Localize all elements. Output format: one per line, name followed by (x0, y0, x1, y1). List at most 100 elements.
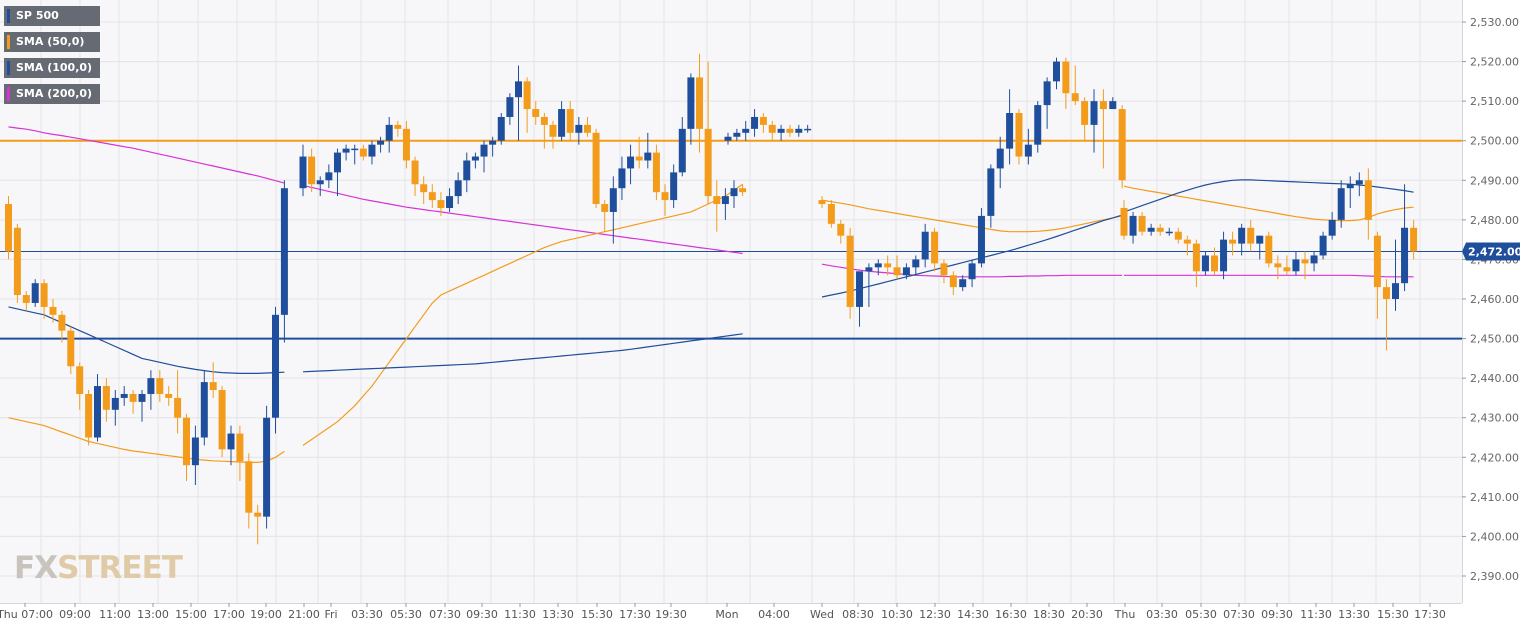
candle-body (1274, 263, 1282, 268)
candle (272, 306, 279, 434)
candle-body (316, 180, 324, 185)
logo-part: STREET (57, 550, 183, 586)
candle (786, 124, 794, 137)
x-tick-label: 15:00 (175, 608, 207, 621)
candle (921, 223, 929, 268)
candle-body (1006, 113, 1014, 149)
candle-body (165, 393, 173, 398)
candle (102, 378, 110, 422)
candle-body (1355, 180, 1363, 185)
candle-body (959, 279, 967, 288)
candle (1071, 65, 1079, 106)
candle (1265, 231, 1273, 268)
candle (795, 124, 803, 137)
legend-item-sp500[interactable]: SP 500 (4, 6, 101, 26)
candle (1165, 227, 1173, 236)
candle (940, 259, 948, 284)
candle-body (696, 77, 704, 129)
candle-body (1265, 235, 1273, 264)
candle (1337, 180, 1345, 228)
x-tick-label: 17:30 (1414, 608, 1446, 621)
candle-body (1192, 243, 1200, 272)
candle-body (1220, 239, 1228, 272)
x-tick-label: 16:30 (995, 608, 1027, 621)
candle (931, 227, 939, 272)
candle (837, 219, 845, 244)
candle (1382, 279, 1390, 351)
candle-body (280, 188, 288, 315)
candle-body (1211, 255, 1218, 272)
candle (583, 116, 591, 137)
candle-body (1118, 109, 1126, 181)
candle (377, 136, 385, 153)
candle-body (1328, 219, 1336, 236)
candle (31, 279, 39, 307)
candle-body (987, 168, 995, 216)
candle-body (308, 156, 316, 185)
sma50-path (821, 199, 1123, 233)
candle-body (627, 156, 635, 169)
candle-body (218, 390, 226, 450)
x-tick-label: 17:30 (619, 608, 651, 621)
candle-body (724, 136, 732, 141)
candle-body (1201, 255, 1209, 272)
candle (120, 386, 128, 406)
candle-body (22, 295, 30, 303)
x-tick-label: 19:30 (655, 608, 687, 621)
candle (704, 61, 712, 205)
candle (549, 120, 557, 149)
candle-body (644, 152, 652, 161)
candle (174, 370, 182, 434)
legend-item-sma200[interactable]: SMA (200,0) (4, 84, 101, 104)
candle (987, 164, 995, 228)
candle-body (940, 263, 948, 276)
candle-body (489, 140, 497, 145)
grid-lines (0, 0, 1462, 603)
candle-body (1401, 227, 1409, 284)
candle-body (566, 109, 574, 133)
candle-body (1183, 239, 1191, 244)
candle (1292, 251, 1300, 276)
candle-body (931, 231, 939, 264)
x-axis: Thu 07:00 09:00 11:00 13:00 15:00 17:00 19:00 2… (0, 603, 1462, 621)
sma200-path (8, 126, 285, 184)
candle (402, 120, 410, 169)
candle-body (818, 200, 826, 205)
candle-body (1229, 239, 1237, 244)
candle (411, 156, 419, 197)
candle-body (1301, 259, 1309, 264)
candle-body (394, 124, 402, 129)
candle (58, 310, 66, 343)
candle-body (1024, 144, 1032, 157)
candle-body (912, 259, 920, 268)
candle (670, 164, 678, 208)
y-tick-label: 2,480.00 (1470, 214, 1519, 227)
candle-body (1337, 188, 1345, 220)
legend-swatch (7, 87, 10, 101)
candle-body (846, 235, 854, 307)
legend-item-sma50[interactable]: SMA (50,0) (4, 32, 101, 52)
candle (1392, 239, 1399, 311)
candle-body (678, 128, 686, 173)
x-tick-label: 18:30 (1033, 608, 1065, 621)
candle (1090, 89, 1098, 153)
candle-body (704, 128, 712, 197)
candle (1118, 105, 1126, 189)
candle-body (1015, 113, 1023, 157)
candle-body (540, 116, 548, 125)
candle (804, 124, 812, 133)
candle-body (1043, 81, 1051, 106)
candle-body (661, 192, 669, 201)
candle (245, 453, 253, 529)
y-tick-label: 2,490.00 (1470, 174, 1519, 187)
candle-body (411, 160, 419, 185)
candle-body (1034, 105, 1042, 145)
candle (428, 184, 436, 208)
candle (1410, 219, 1418, 260)
candle-body (1410, 227, 1418, 252)
legend-item-sma100[interactable]: SMA (100,0) (4, 58, 101, 78)
candle-body (635, 156, 643, 161)
current-price-label: 2,472.00 (1468, 246, 1523, 259)
candle-body (1109, 101, 1117, 110)
